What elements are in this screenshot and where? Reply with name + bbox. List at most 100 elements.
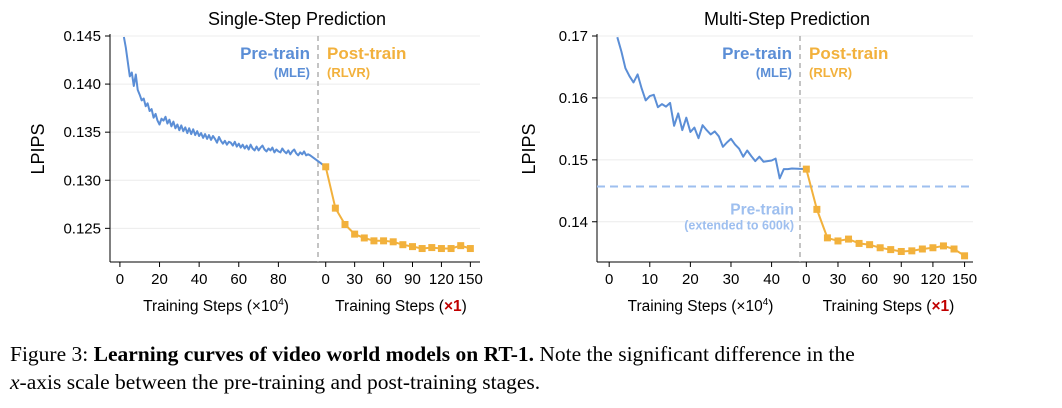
x-tick-label: 10	[641, 271, 658, 288]
x-label-scale-emphasis: ×1	[444, 298, 462, 315]
pretrain-series-line	[616, 36, 807, 180]
x-label-end: )	[949, 298, 954, 315]
posttrain-sublabel: (RLVR)	[809, 65, 852, 80]
y-tick-label: 0.125	[63, 220, 101, 237]
figure: 0.125 0.130 0.135 0.140 0.145 0 20 40 60 80 0 30 60 9…	[28, 9, 977, 315]
x-label-text: Training Steps (×10	[143, 298, 279, 315]
caption-variable: x	[10, 370, 20, 394]
pretrain-sublabel: (MLE)	[756, 65, 792, 80]
y-tick-label: 0.135	[63, 124, 101, 141]
y-tick-label: 0.15	[559, 152, 588, 169]
x-tick-label: 60	[861, 271, 878, 288]
y-tick-label: 0.140	[63, 76, 101, 93]
posttrain-point	[370, 237, 378, 245]
pretrain-label: Pre-train	[240, 44, 310, 63]
posttrain-point	[360, 234, 368, 242]
x-label-scale-emphasis: ×1	[931, 298, 949, 315]
x-label-text: Training Steps (	[823, 298, 933, 315]
posttrain-point	[939, 242, 947, 250]
posttrain-point	[918, 245, 926, 253]
chart-panel-2: 0.14 0.15 0.16 0.17 0 10 20 30 40 0 30 60 90 120 150 Pr…	[519, 9, 977, 315]
posttrain-point	[389, 238, 397, 246]
posttrain-point	[897, 247, 905, 255]
y-axis-label: LPIPS	[28, 123, 48, 174]
x-label-text: Training Steps (	[335, 298, 445, 315]
x-label-end: )	[284, 298, 289, 315]
chart-title: Single-Step Prediction	[208, 9, 386, 29]
posttrain-point	[409, 243, 416, 251]
x-tick-label: 80	[270, 271, 287, 288]
posttrain-point	[802, 165, 810, 173]
x-tick-label: 0	[802, 271, 810, 288]
posttrain-x-axis-label: Training Steps (×1)	[335, 298, 467, 315]
posttrain-point	[399, 241, 407, 249]
posttrain-label: Post-train	[327, 44, 406, 63]
x-tick-label: 150	[458, 271, 483, 288]
posttrain-sublabel: (RLVR)	[327, 65, 370, 80]
posttrain-point	[447, 245, 455, 253]
x-tick-label: 120	[429, 271, 454, 288]
posttrain-label: Post-train	[809, 44, 888, 63]
caption-line2-rest: -axis scale between the pre-training and…	[19, 370, 541, 394]
caption-bold: Learning curves of video world models on…	[93, 342, 535, 366]
chart-panel-1: 0.125 0.130 0.135 0.140 0.145 0 20 40 60 80 0 30 60 9…	[28, 9, 483, 315]
caption-prefix: Figure 3:	[10, 342, 94, 366]
posttrain-point	[876, 244, 884, 252]
posttrain-point	[457, 242, 465, 250]
y-tick-label: 0.17	[559, 28, 588, 45]
x-tick-label: 0	[322, 271, 330, 288]
posttrain-point	[331, 204, 339, 212]
y-tick-label: 0.16	[559, 90, 588, 107]
posttrain-x-axis-label: Training Steps (×1)	[823, 298, 955, 315]
posttrain-point	[834, 237, 842, 245]
posttrain-point	[845, 235, 853, 243]
pretrain-sublabel: (MLE)	[274, 65, 310, 80]
x-tick-label: 0	[605, 271, 613, 288]
x-tick-label: 30	[346, 271, 363, 288]
posttrain-point	[813, 205, 821, 213]
y-tick-label: 0.145	[63, 28, 101, 45]
y-tick-label: 0.14	[559, 214, 588, 231]
posttrain-point	[866, 241, 874, 249]
caption-line-1: Figure 3: Learning curves of video world…	[10, 340, 1055, 368]
posttrain-point	[929, 244, 937, 252]
posttrain-point	[855, 239, 863, 247]
caption-rest: Note the significant difference in the	[534, 342, 855, 366]
x-tick-label: 30	[723, 271, 740, 288]
posttrain-point	[823, 234, 831, 242]
posttrain-point	[887, 246, 895, 254]
x-tick-label: 20	[151, 271, 168, 288]
posttrain-point	[322, 163, 330, 171]
pretrain-label: Pre-train	[722, 44, 792, 63]
x-tick-label: 90	[893, 271, 910, 288]
posttrain-point	[418, 245, 426, 253]
x-label-text: Training Steps (×10	[628, 298, 764, 315]
posttrain-point	[961, 252, 969, 260]
posttrain-point	[437, 245, 445, 253]
posttrain-point	[950, 245, 958, 253]
x-tick-label: 20	[682, 271, 699, 288]
caption-line-2: x-axis scale between the pre-training an…	[10, 368, 1055, 396]
x-label-end: )	[462, 298, 467, 315]
posttrain-point	[351, 230, 359, 238]
y-axis-label: LPIPS	[519, 123, 539, 174]
x-tick-label: 0	[116, 271, 124, 288]
posttrain-series-line	[324, 166, 471, 250]
pretrain-series-line	[122, 36, 327, 168]
x-tick-label: 150	[952, 271, 977, 288]
x-tick-label: 40	[763, 271, 780, 288]
posttrain-point	[341, 220, 349, 228]
posttrain-point	[380, 237, 388, 245]
pretrain-x-axis-label: Training Steps (×104)	[143, 297, 289, 315]
pretrain-x-axis-label: Training Steps (×104)	[628, 297, 774, 315]
x-tick-label: 60	[375, 271, 392, 288]
x-tick-label: 60	[230, 271, 247, 288]
x-tick-label: 90	[404, 271, 421, 288]
x-label-end: )	[768, 298, 773, 315]
posttrain-point	[908, 247, 916, 255]
x-tick-label: 30	[830, 271, 847, 288]
x-tick-label: 40	[191, 271, 208, 288]
figure-caption: Figure 3: Learning curves of video world…	[10, 340, 1055, 396]
reference-line-label: Pre-train	[730, 201, 794, 218]
